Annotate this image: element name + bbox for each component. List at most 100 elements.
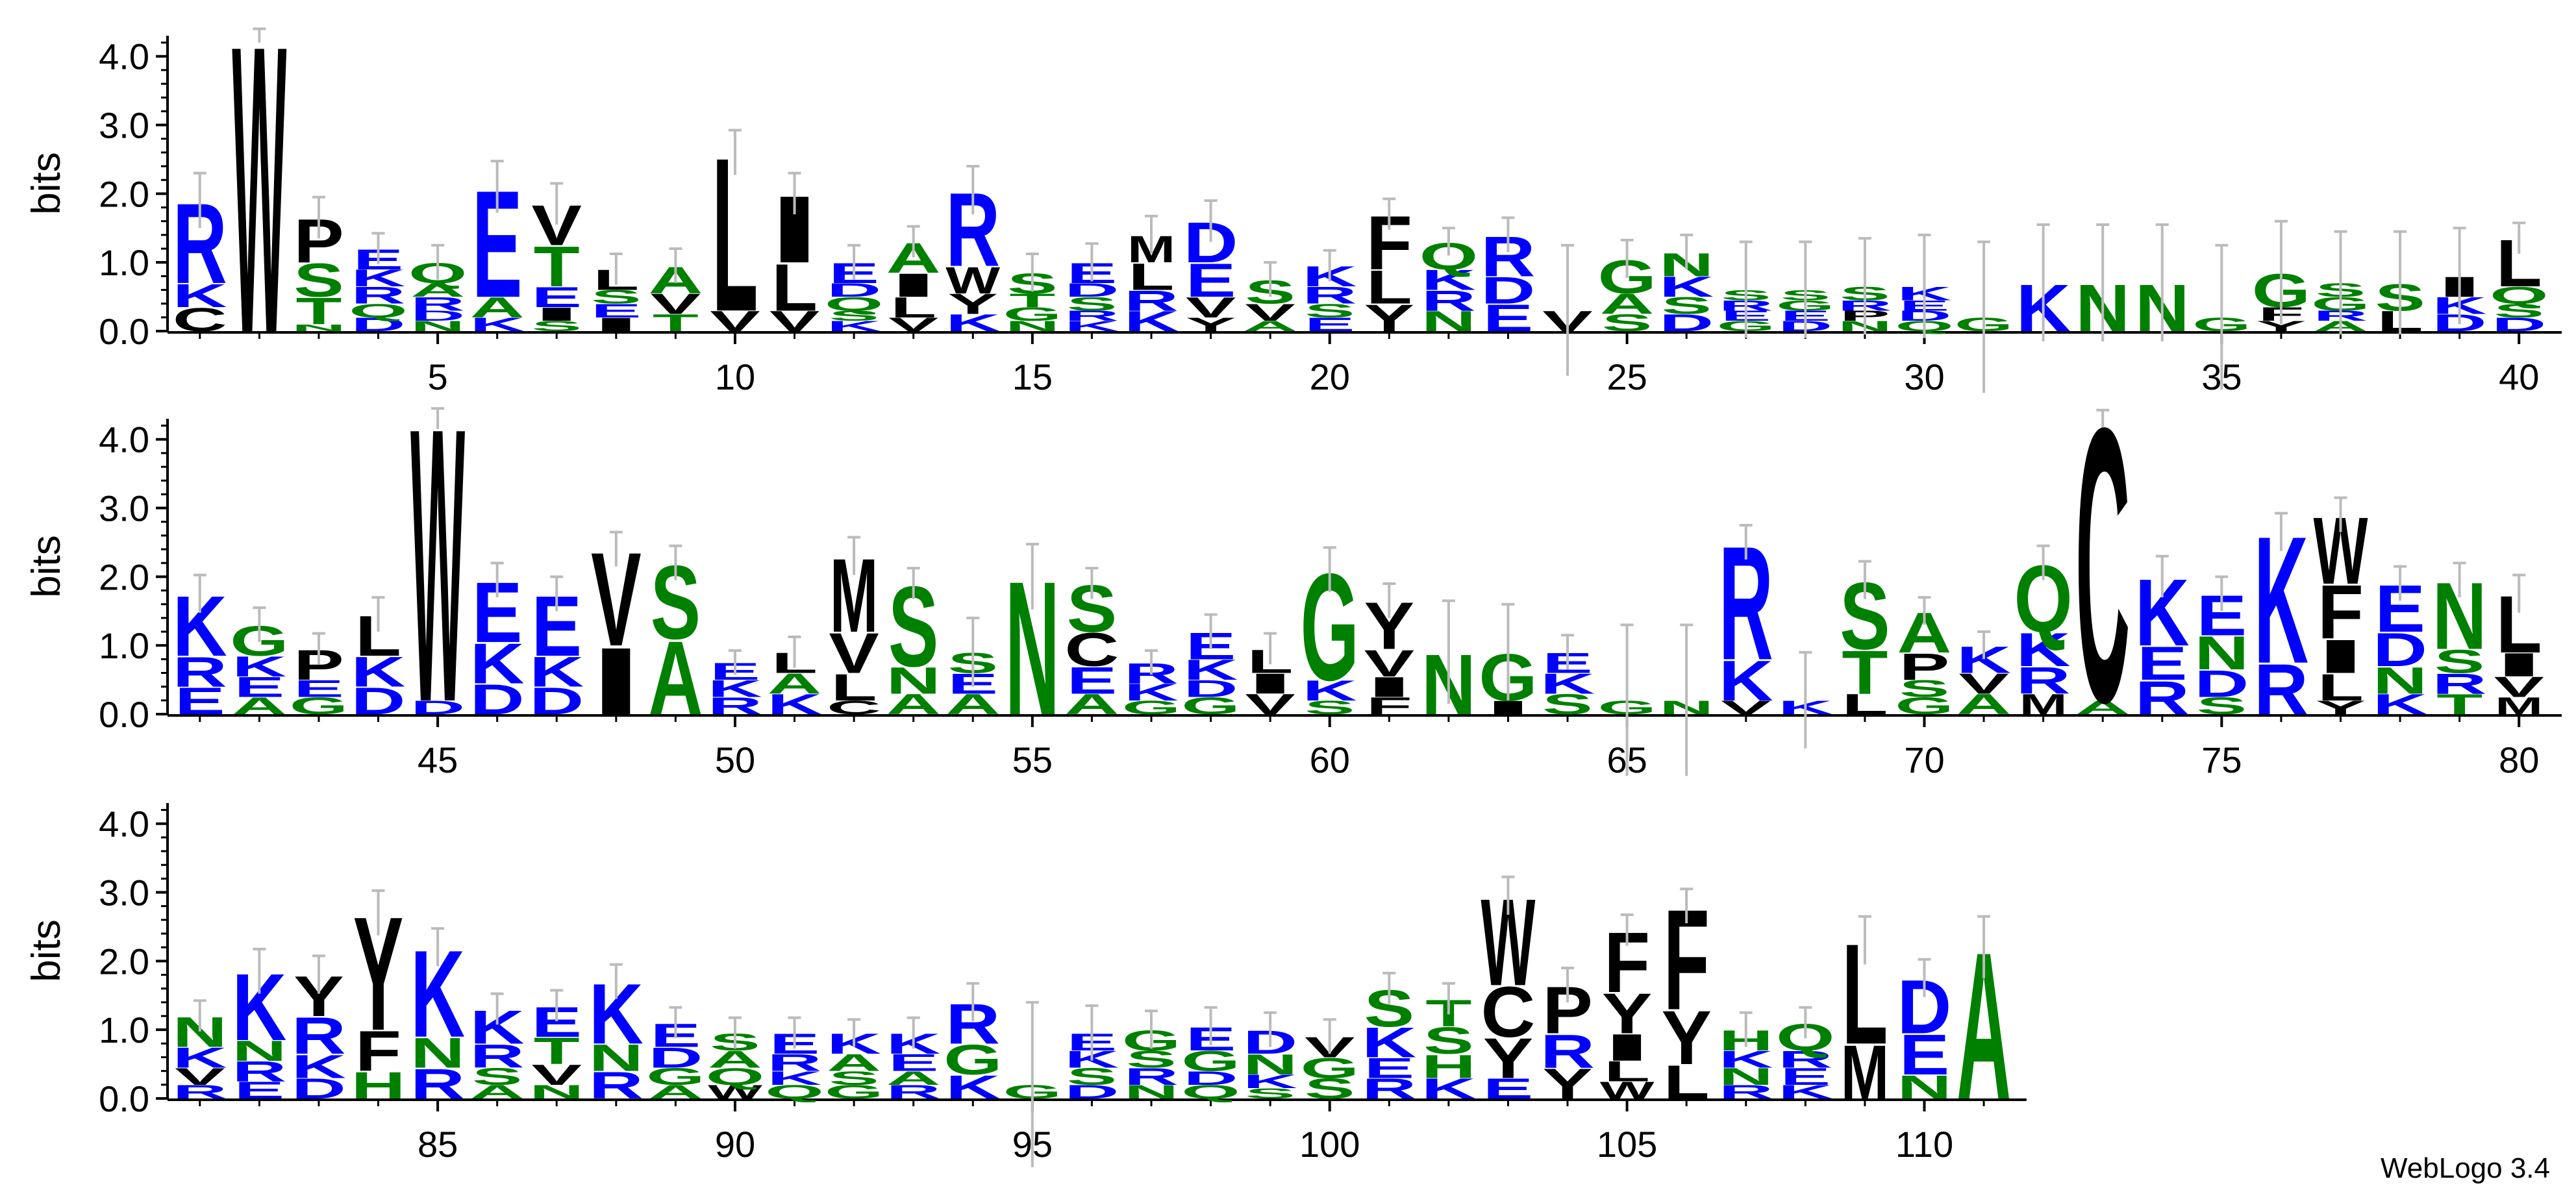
x-tick-label: 25 — [1607, 356, 1647, 397]
logo-letter-R: R — [708, 693, 762, 719]
logo-letter-N: N — [410, 1029, 465, 1077]
x-tick-label: 40 — [2499, 356, 2539, 397]
logo-letter-N: N — [529, 1081, 584, 1102]
logo-letter-E: E — [1305, 314, 1355, 335]
logo-column-43: GEP — [290, 632, 348, 719]
logo-letter-K: K — [1719, 1047, 1773, 1073]
logo-letter-I: I — [886, 267, 940, 304]
logo-letter-K: K — [173, 277, 227, 314]
x-tick-label: 100 — [1299, 1124, 1360, 1165]
y-tick-label: 1.0 — [99, 625, 149, 666]
logo-letter-C: C — [827, 697, 881, 718]
logo-letter-K: K — [1362, 1019, 1416, 1067]
logo-column-55: N — [1005, 543, 1060, 756]
logo-letter-I: I — [1481, 697, 1535, 718]
y-tick-label: 3.0 — [99, 105, 149, 146]
logo-letter-I: I — [589, 628, 643, 734]
logo-column-57: GKR — [1122, 649, 1181, 718]
logo-letter-G: G — [290, 693, 348, 719]
y-tick-label: 3.0 — [99, 873, 149, 913]
logo-letter-K: K — [1719, 649, 1773, 712]
y-tick-label: 0.0 — [99, 1078, 149, 1119]
logo-letter-R: R — [2135, 671, 2190, 724]
logo-column-29: NPRS — [1838, 237, 1892, 335]
logo-letter-V: V — [710, 305, 760, 337]
y-tick-label: 1.0 — [99, 1010, 149, 1050]
logo-column-6: KAE — [470, 159, 525, 335]
logo-column-49: AS — [648, 544, 703, 737]
logo-letter-L: L — [2318, 666, 2364, 708]
logo-letter-K: K — [768, 688, 822, 720]
logo-letter-N: N — [2373, 660, 2427, 702]
logo-letter-K: K — [292, 1048, 346, 1085]
logo-letter-G: G — [1895, 693, 1953, 719]
logo-column-23: EDR — [1481, 216, 1536, 340]
logo-letter-G: G — [646, 1063, 705, 1090]
logo-letter-R: R — [886, 1081, 941, 1102]
logo-letter-I: I — [1600, 1026, 1654, 1069]
logo-column-19: AVS — [1243, 261, 1297, 334]
logo-letter-R: R — [470, 1038, 525, 1075]
logo-letter-R: R — [768, 1050, 822, 1076]
logo-letter-T: T — [2436, 688, 2482, 720]
logo-letter-Q: Q — [1181, 1081, 1240, 1102]
logo-letter-R: R — [1719, 1081, 1773, 1102]
x-tick-label: 110 — [1895, 1124, 1953, 1165]
x-tick-label: 105 — [1597, 1124, 1657, 1165]
logo-letter-R: R — [1124, 285, 1179, 317]
logo-letter-K: K — [2016, 623, 2071, 676]
logo-letter-E: E — [888, 1050, 938, 1076]
logo-letter-A: A — [886, 688, 941, 720]
logo-column-46: DKE — [470, 562, 525, 724]
logo-letter-E: E — [1899, 1023, 1949, 1086]
logo-letter-V: V — [1364, 642, 1414, 684]
logo-letter-N: N — [1124, 1081, 1179, 1102]
x-tick-label: 55 — [1012, 739, 1053, 780]
logo-letter-R: R — [1778, 1047, 1832, 1073]
logo-letter-Y: Y — [1364, 297, 1414, 340]
logo-letter-D: D — [1659, 310, 1714, 336]
logo-letter-R: R — [589, 1065, 644, 1107]
logo-column-59: VIL — [1244, 632, 1297, 721]
x-tick-label: 10 — [715, 356, 755, 397]
logo-letter-A: A — [470, 291, 525, 323]
y-tick-label: 2.0 — [99, 173, 149, 214]
logo-column-106: LYF — [1661, 881, 1711, 1109]
logo-column-51: KAL — [768, 635, 822, 721]
logo-column-33: N — [2075, 223, 2130, 346]
logo-letter-W: W — [232, 0, 287, 418]
logo-letter-R: R — [2432, 668, 2487, 700]
logo-letter-D: D — [1481, 269, 1536, 312]
logo-letter-S: S — [2197, 693, 2247, 719]
logo-letter-A: A — [886, 1067, 941, 1089]
logo-letter-R: R — [173, 1081, 227, 1102]
logo-letter-Y: Y — [1661, 995, 1711, 1080]
logo-letter-N: N — [410, 318, 465, 334]
logo-letter-Y: Y — [948, 288, 998, 320]
logo-letter-K: K — [1124, 305, 1179, 337]
logo-letter-S: S — [472, 1063, 522, 1090]
logo-letter-V: V — [651, 288, 701, 320]
logo-column-53: ANS — [886, 562, 941, 720]
logo-letter-L: L — [831, 666, 877, 708]
logo-letter-K: K — [945, 310, 1000, 336]
x-tick-label: 15 — [1012, 356, 1053, 397]
logo-column-28: DEGS — [1776, 240, 1834, 338]
x-tick-label: 75 — [2201, 739, 2242, 780]
logo-letter-S: S — [1067, 1063, 1117, 1090]
x-tick-label: 5 — [428, 356, 448, 397]
